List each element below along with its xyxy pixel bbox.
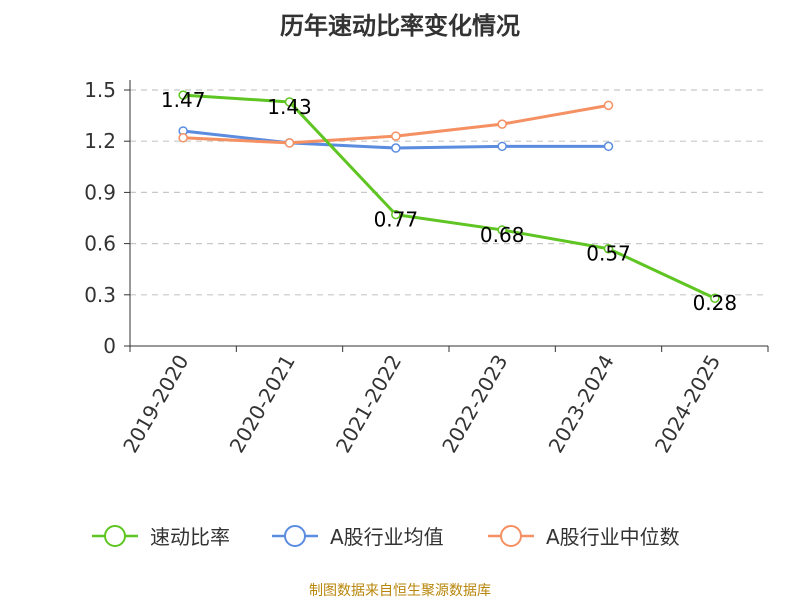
legend-item-2[interactable]: A股行业中位数: [488, 525, 680, 549]
data-labels: 1.47 1.43 0.77 0.68 0.57 0.28: [161, 88, 737, 315]
y-tick-label: 0.6: [84, 232, 116, 256]
data-point: [603, 141, 614, 152]
data-point: [284, 97, 295, 107]
data-label: 0.57: [586, 242, 631, 266]
data-point: [178, 90, 188, 100]
legend-marker: [284, 525, 306, 547]
series-group: [178, 90, 720, 303]
legend-label: 速动比率: [150, 525, 230, 549]
legend-label: A股行业均值: [330, 525, 444, 549]
data-point: [497, 119, 507, 129]
legend[interactable]: 速动比率 A股行业均值 A股行业中位数: [92, 525, 680, 549]
legend-item-1[interactable]: A股行业均值: [272, 525, 444, 549]
series-line-0: [183, 93, 716, 300]
y-tick-label: 0: [103, 334, 116, 358]
data-label: 1.43: [267, 95, 312, 119]
y-tick-label: 0.9: [84, 180, 116, 204]
y-tick-label: 0.3: [84, 283, 116, 307]
legend-marker: [104, 525, 126, 547]
x-tick-label: 2021-2022: [331, 351, 406, 457]
data-point: [391, 143, 401, 153]
data-point: [391, 209, 401, 220]
data-label: 0.28: [693, 291, 738, 315]
x-tick-label: 2024-2025: [650, 351, 725, 457]
data-label: 0.77: [374, 208, 419, 232]
legend-item-0[interactable]: 速动比率: [92, 525, 230, 549]
x-tick-label: 2019-2020: [118, 351, 193, 457]
source-note: 制图数据来自恒生聚源数据库: [309, 583, 491, 599]
grid: [130, 89, 768, 296]
data-point: [497, 141, 507, 152]
data-label: 1.47: [161, 88, 206, 112]
data-point: [497, 225, 507, 235]
chart-title: 历年速动比率变化情况: [280, 12, 520, 40]
x-tick-label: 2020-2021: [225, 351, 300, 457]
data-point: [603, 100, 614, 111]
legend-marker: [500, 525, 522, 547]
y-tick-label: 1.5: [84, 78, 116, 102]
data-point: [284, 138, 295, 148]
data-point: [391, 131, 401, 141]
data-point: [603, 243, 614, 254]
x-tick-label: 2022-2023: [437, 350, 512, 456]
data-point: [178, 133, 188, 143]
x-tick-label: 2023-2024: [544, 351, 619, 457]
legend-label: A股行业中位数: [546, 525, 680, 549]
data-label: 0.68: [480, 223, 525, 247]
y-tick-label: 1.2: [84, 129, 116, 153]
data-point: [710, 293, 720, 303]
